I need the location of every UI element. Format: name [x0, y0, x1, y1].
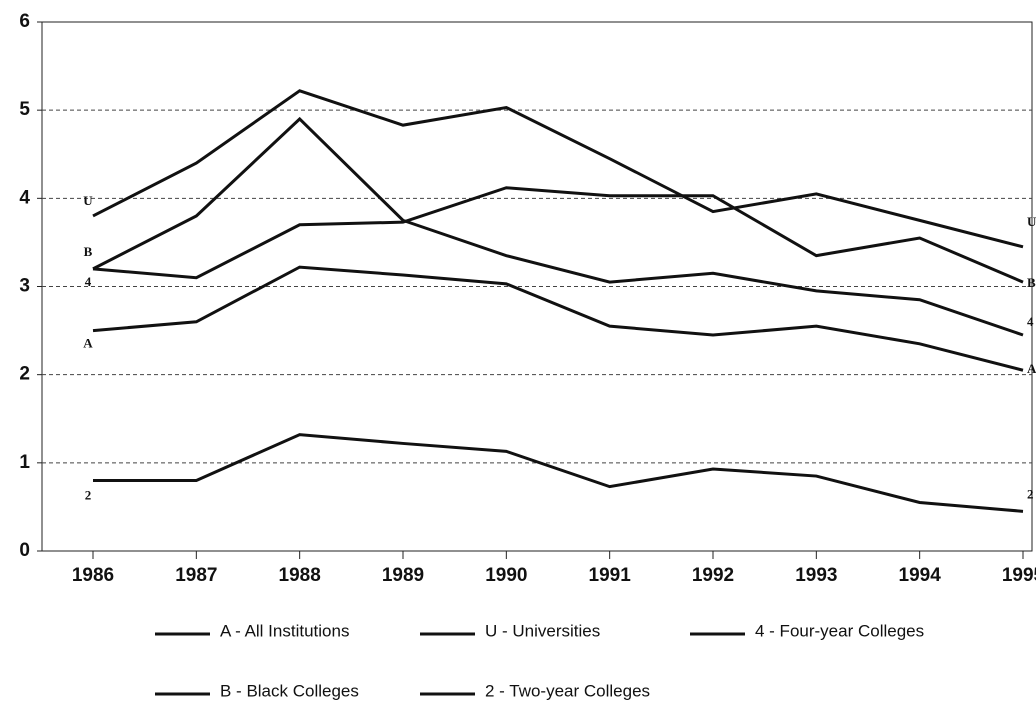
series-start-label: U [83, 193, 93, 208]
x-tick-label: 1994 [899, 565, 942, 586]
y-tick-label: 6 [19, 11, 30, 32]
x-tick-label: 1988 [279, 565, 321, 586]
x-tick-label: 1986 [72, 565, 114, 586]
series-line [93, 433, 1024, 513]
y-tick-label: 0 [19, 540, 30, 561]
series-end-label: A [1027, 361, 1036, 376]
series-line [92, 116, 1024, 337]
x-tick-label: 1993 [795, 565, 837, 586]
series-line [92, 186, 1024, 284]
x-tick-label: 1995 [1002, 565, 1036, 586]
series-end-label: B [1027, 275, 1036, 290]
legend-label: 4 - Four-year Colleges [755, 621, 924, 640]
series-start-label: 2 [85, 487, 92, 502]
series-start-label: A [83, 336, 93, 351]
x-tick-label: 1990 [485, 565, 527, 586]
series-end-label: 2 [1027, 486, 1034, 501]
series-start-label: 4 [85, 274, 92, 289]
x-tick-label: 1989 [382, 565, 424, 586]
y-tick-label: 3 [19, 276, 30, 297]
x-tick-label: 1992 [692, 565, 734, 586]
x-tick-label: 1991 [589, 565, 632, 586]
series-line [92, 265, 1024, 372]
series-start-label: B [84, 244, 93, 259]
x-tick-label: 1987 [175, 565, 217, 586]
legend-label: U - Universities [485, 621, 600, 640]
series-line [92, 89, 1024, 249]
y-tick-label: 5 [19, 99, 30, 120]
y-tick-label: 1 [19, 452, 30, 473]
legend-label: B - Black Colleges [220, 681, 359, 700]
legend-label: A - All Institutions [220, 621, 349, 640]
legend-label: 2 - Two-year Colleges [485, 681, 650, 700]
series-end-label: U [1027, 214, 1036, 229]
y-tick-label: 4 [19, 187, 30, 208]
series-end-label: 4 [1027, 314, 1034, 329]
y-tick-label: 2 [19, 364, 30, 385]
